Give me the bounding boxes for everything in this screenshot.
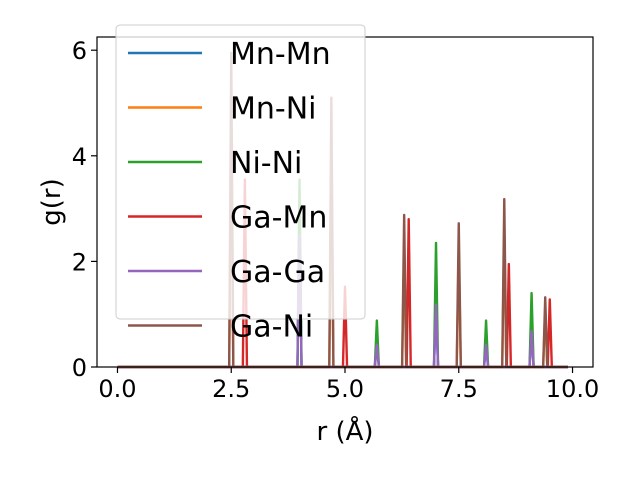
x-tick-label: 2.5 bbox=[212, 375, 250, 403]
x-axis: 0.0 2.5 5.0 7.5 10.0 bbox=[98, 367, 599, 403]
y-axis: 0 2 4 6 bbox=[72, 37, 97, 382]
x-axis-label: r (Å) bbox=[316, 415, 373, 447]
x-tick-label: 7.5 bbox=[440, 375, 478, 403]
y-tick-label: 4 bbox=[72, 143, 87, 171]
x-tick-label: 5.0 bbox=[326, 375, 364, 403]
legend-label: Ga-Ni bbox=[230, 310, 313, 345]
x-tick-label: 0.0 bbox=[98, 375, 136, 403]
legend-label: Ga-Mn bbox=[230, 201, 327, 236]
y-tick-label: 0 bbox=[72, 354, 87, 382]
legend-label: Ni-Ni bbox=[230, 146, 302, 181]
legend-label: Mn-Mn bbox=[230, 37, 331, 72]
series-line-ga-ga bbox=[117, 233, 568, 369]
x-tick-label: 10.0 bbox=[546, 375, 599, 403]
legend-box bbox=[115, 24, 366, 320]
y-tick-label: 2 bbox=[72, 248, 87, 276]
y-axis-label: g(r) bbox=[37, 178, 67, 225]
legend: Mn-Mn Mn-Ni Ni-Ni Ga-Mn Ga-Ga Ga-Ni bbox=[115, 24, 366, 345]
legend-label: Ga-Ga bbox=[230, 255, 325, 290]
y-tick-label: 6 bbox=[72, 37, 87, 65]
legend-label: Mn-Ni bbox=[230, 92, 317, 127]
legend-entries: Mn-Mn Mn-Ni Ni-Ni Ga-Mn Ga-Ga Ga-Ni bbox=[128, 37, 331, 345]
